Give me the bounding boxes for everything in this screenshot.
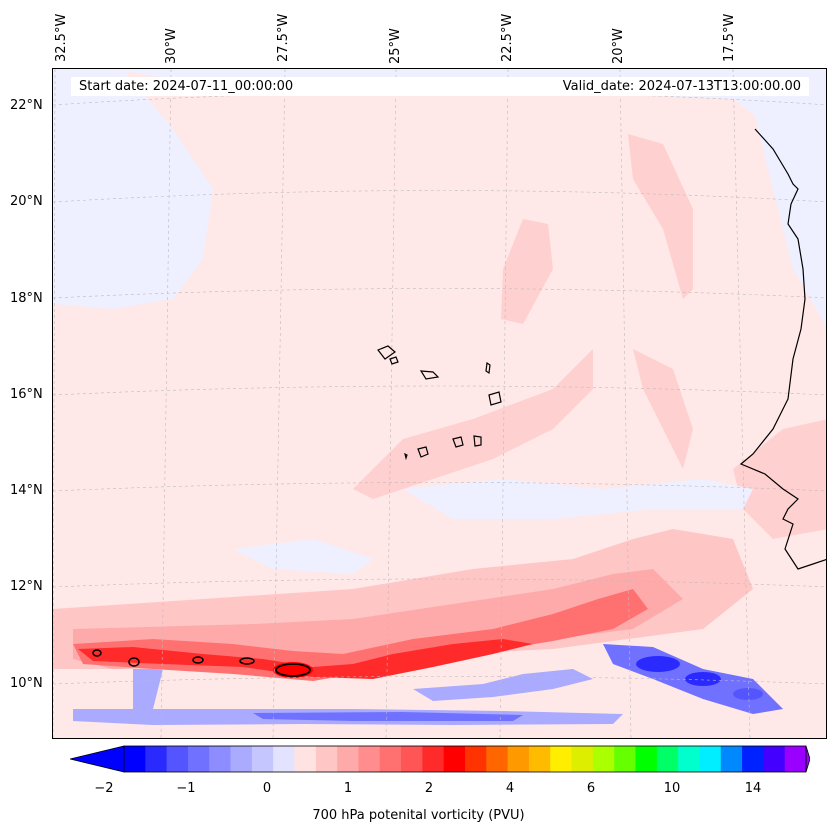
lat-label-18n: 18°N xyxy=(10,291,43,306)
gridlines xyxy=(53,69,826,738)
colorbar-tick: 2 xyxy=(424,781,434,796)
lon-label-22-5w: 22.5°W xyxy=(500,13,515,62)
colorbar-segment xyxy=(678,746,700,772)
contour-2pvu-c xyxy=(192,656,204,664)
start-date-label: Start date: 2024-07-11_00:00:00 xyxy=(79,79,294,94)
band-lightblue-mid xyxy=(403,479,753,519)
map-plot-area: Start date: 2024-07-11_00:00:00 Valid_da… xyxy=(52,68,827,739)
island-5 xyxy=(488,391,502,406)
contour-2pvu-b xyxy=(128,657,140,667)
island-4 xyxy=(485,361,491,375)
colorbar-segment xyxy=(358,746,381,772)
colorbar-outline xyxy=(123,745,807,773)
colorbar-tick: −1 xyxy=(176,781,196,796)
streak-pink-4 xyxy=(633,349,693,469)
band-red-core xyxy=(78,639,533,679)
lon-label-30w: 30°W xyxy=(164,28,179,64)
colorbar-segment xyxy=(550,746,573,772)
lon-label-32-5w: 32.5°W xyxy=(54,13,69,62)
colorbar-segment xyxy=(465,746,487,772)
colorbar-segment xyxy=(742,746,764,772)
colorbar-segment xyxy=(422,746,445,772)
colorbar-segment xyxy=(273,746,295,772)
lat-label-12n: 12°N xyxy=(10,579,43,594)
lon-label-17-5w: 17.5°W xyxy=(722,13,737,62)
colorbar-segment xyxy=(656,746,679,772)
band-blue-left xyxy=(133,669,163,709)
date-info-bar: Start date: 2024-07-11_00:00:00 Valid_da… xyxy=(71,77,809,96)
colorbar-segment xyxy=(315,746,338,772)
contour-2pvu-main xyxy=(275,663,311,677)
colorbar-tick: 4 xyxy=(505,781,515,796)
region-lightblue-upper-left xyxy=(53,69,213,309)
valid-date-label: Valid_date: 2024-07-13T13:00:00.00 xyxy=(562,79,801,94)
colorbar-segment xyxy=(124,746,146,772)
colorbar-segment xyxy=(379,746,402,772)
colorbar-segment xyxy=(571,746,594,772)
lat-label-14n: 14°N xyxy=(10,483,43,498)
colorbar-segment xyxy=(507,746,530,772)
colorbar-tick: 1 xyxy=(343,781,353,796)
colorbar-label: 700 hPa potenital vorticity (PVU) xyxy=(312,808,525,823)
colorbar xyxy=(69,744,811,774)
island-1 xyxy=(377,345,396,360)
colorbar-segment xyxy=(337,746,359,772)
colorbar-segment xyxy=(614,746,636,772)
colorbar-segment xyxy=(784,746,807,772)
lon-label-27-5w: 27.5°W xyxy=(276,13,291,62)
island-9 xyxy=(473,435,482,447)
pv-field xyxy=(53,69,826,738)
band-blue-mid xyxy=(413,669,593,701)
lat-label-22n: 22°N xyxy=(10,98,43,113)
streak-pink-1 xyxy=(628,134,693,299)
colorbar-tick: 6 xyxy=(586,781,596,796)
colorbar-extend-low xyxy=(69,745,125,773)
colorbar-segment xyxy=(528,746,551,772)
colorbar-segment xyxy=(230,746,253,772)
colorbar-extend-high xyxy=(805,745,811,773)
colorbar-segment xyxy=(209,746,232,772)
colorbar-segment xyxy=(720,746,743,772)
streak-pink-2 xyxy=(501,219,553,324)
lat-label-20n: 20°N xyxy=(10,194,43,209)
colorbar-segment xyxy=(699,746,722,772)
colorbar-tick: −2 xyxy=(94,781,114,796)
band-lightblue-low xyxy=(233,539,373,574)
streak-pink-3 xyxy=(353,349,593,499)
colorbar-tick: 14 xyxy=(744,781,762,796)
colorbar-segment xyxy=(763,746,786,772)
coastline-africa xyxy=(739,128,826,570)
blue-core-2 xyxy=(685,672,721,686)
contour-2pvu-a xyxy=(92,649,102,657)
colorbar-segment xyxy=(166,746,189,772)
contour-2pvu-d xyxy=(239,657,255,665)
island-8 xyxy=(404,452,408,461)
blue-core-1 xyxy=(636,656,680,672)
colorbar-segment xyxy=(443,746,466,772)
streak-pink-5 xyxy=(733,419,826,539)
colorbar-segment xyxy=(187,746,210,772)
colorbar-segment xyxy=(145,746,168,772)
colorbar-segment xyxy=(401,746,423,772)
colorbar-segment xyxy=(251,746,274,772)
band-blue-bottom-core xyxy=(253,712,523,721)
island-2 xyxy=(389,356,399,365)
lat-label-16n: 16°N xyxy=(10,387,43,402)
lon-label-20w: 20°W xyxy=(611,28,626,64)
island-3 xyxy=(419,370,440,380)
colorbar-segment xyxy=(635,746,658,772)
colorbar-tick: 10 xyxy=(663,781,681,796)
lon-label-25w: 25°W xyxy=(388,28,403,64)
colorbar-segment xyxy=(592,746,615,772)
blue-core-3 xyxy=(733,688,763,700)
island-6 xyxy=(452,436,464,448)
island-7 xyxy=(417,446,429,458)
lat-label-10n: 10°N xyxy=(10,676,43,691)
colorbar-segment xyxy=(486,746,509,772)
colorbar-tick: 0 xyxy=(262,781,272,796)
region-lightblue-right xyxy=(753,89,826,326)
colorbar-segment xyxy=(294,746,317,772)
